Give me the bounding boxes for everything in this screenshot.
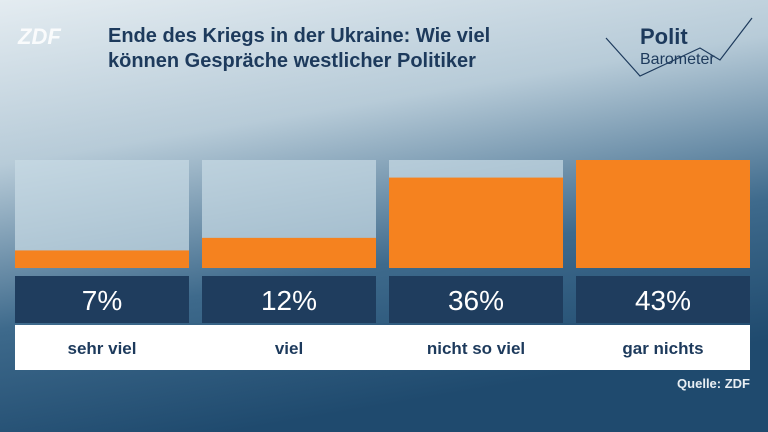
- value-label: 43%: [635, 285, 691, 316]
- logo: ZDF: [17, 24, 61, 49]
- value-band: [202, 276, 376, 323]
- value-label: 7%: [82, 285, 122, 316]
- label-band: [15, 325, 750, 370]
- value-band: [576, 276, 750, 323]
- bar: [576, 160, 750, 268]
- value-label: 12%: [261, 285, 317, 316]
- source: Quelle: ZDF: [677, 376, 750, 391]
- x-tick-label: sehr viel: [68, 339, 137, 358]
- bar: [15, 250, 189, 268]
- x-tick-label: viel: [275, 339, 303, 358]
- brand-line: [605, 17, 753, 77]
- value-label: 36%: [448, 285, 504, 316]
- bar-background: [15, 160, 189, 268]
- x-tick-label: gar nichts: [622, 339, 703, 358]
- value-band: [15, 276, 189, 323]
- title-box: Ende des Kriegs in der Ukraine: Wie viel…: [108, 25, 491, 72]
- value-band: [389, 276, 563, 323]
- x-tick-label: nicht so viel: [427, 339, 525, 358]
- chart-title: Ende des Kriegs in der Ukraine: Wie viel…: [108, 25, 491, 72]
- bar: [389, 177, 563, 268]
- brand-bottom: Barometer: [640, 51, 715, 68]
- brand-top: Polit: [640, 24, 688, 49]
- bar: [202, 237, 376, 268]
